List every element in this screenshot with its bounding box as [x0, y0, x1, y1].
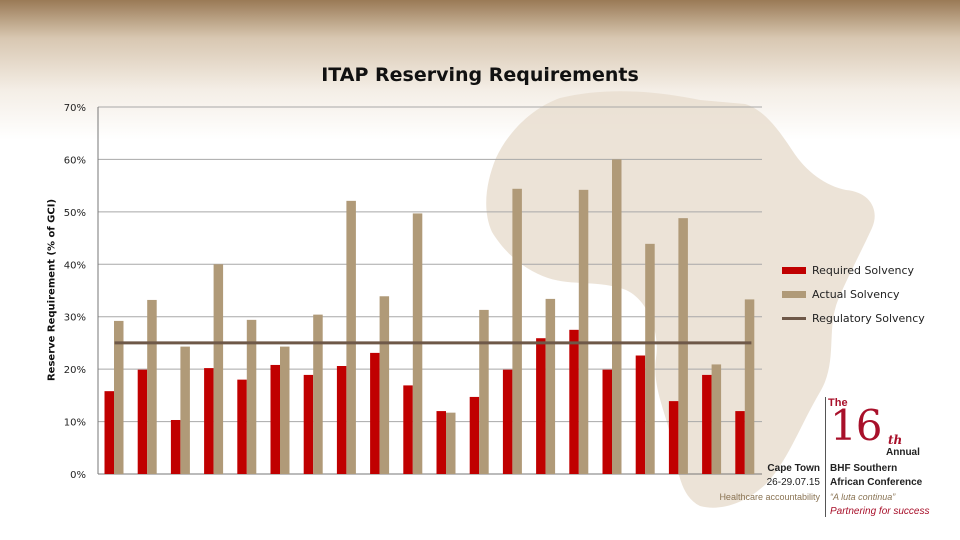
bar-actual-solvency [612, 159, 622, 474]
bar-actual-solvency [711, 364, 722, 474]
bar-required-solvency [569, 329, 579, 474]
bar-actual-solvency [479, 309, 489, 474]
y-tick-label: 60% [64, 155, 86, 166]
y-tick-label: 40% [64, 260, 86, 271]
bar-required-solvency [436, 411, 446, 474]
bar-required-solvency [370, 352, 380, 474]
bar-required-solvency [602, 369, 612, 474]
branding-ordinal: th [888, 433, 903, 447]
y-tick-label: 0% [70, 470, 86, 481]
bar-actual-solvency [346, 200, 356, 474]
bar-required-solvency [170, 419, 181, 474]
y-tick-label: 50% [64, 208, 86, 219]
bar-required-solvency [469, 396, 480, 474]
legend: Required Solvency Actual Solvency Regula… [782, 258, 925, 330]
bar-required-solvency [336, 365, 347, 474]
branding-number: 16 [830, 401, 882, 450]
bar-required-solvency [237, 379, 247, 474]
legend-swatch-regulatory [782, 316, 806, 320]
bar-actual-solvency [114, 320, 124, 474]
legend-item-required: Required Solvency [782, 258, 925, 282]
bar-actual-solvency [578, 189, 589, 474]
gridlines [97, 106, 762, 475]
conference-branding: The 16 th Annual Cape Town 26-29.07.15 H… [690, 395, 960, 535]
legend-item-actual: Actual Solvency [782, 282, 925, 306]
legend-label-actual: Actual Solvency [812, 287, 900, 301]
bar-required-solvency [137, 369, 148, 474]
y-tick-label: 30% [64, 313, 86, 324]
branding-slogan: Partnering for success [830, 506, 930, 517]
bar-actual-solvency [313, 314, 323, 474]
branding-the: The [828, 397, 848, 409]
bar-required-solvency [635, 355, 646, 474]
y-axis-ticks: 0% 10% 20% 30% 40% 50% 60% 70% [64, 103, 86, 481]
bar-actual-solvency [147, 299, 157, 474]
bar-required-solvency [204, 368, 214, 474]
bar-required-solvency [735, 411, 745, 474]
bar-required-solvency [702, 374, 712, 474]
bar-actual-solvency [213, 264, 224, 474]
legend-swatch-required [782, 266, 806, 274]
chart-title: ITAP Reserving Requirements [321, 64, 639, 86]
legend-swatch-actual [782, 290, 806, 298]
y-tick-label: 10% [64, 418, 86, 429]
bar-actual-solvency [180, 346, 190, 474]
branding-divider [825, 397, 826, 517]
bar-required-solvency [668, 401, 679, 474]
branding-annual: Annual [886, 447, 920, 458]
y-tick-label: 20% [64, 365, 86, 376]
y-tick-label: 70% [64, 103, 86, 114]
bar-required-solvency [104, 391, 114, 474]
bar-actual-solvency [379, 296, 390, 474]
bar-required-solvency [270, 364, 280, 474]
branding-name-line1: BHF Southern [830, 463, 898, 474]
legend-item-regulatory: Regulatory Solvency [782, 306, 925, 330]
legend-label-regulatory: Regulatory Solvency [812, 311, 925, 325]
branding-tagline: Healthcare accountability [719, 492, 820, 502]
bar-actual-solvency [744, 299, 755, 474]
bar-actual-solvency [545, 298, 556, 474]
bar-required-solvency [403, 385, 413, 474]
bar-required-solvency [536, 338, 546, 474]
legend-label-required: Required Solvency [812, 263, 915, 277]
branding-motto: “A luta continua” [830, 492, 896, 502]
bar-actual-solvency [446, 412, 456, 474]
bar-actual-solvency [246, 319, 257, 474]
branding-dates: 26-29.07.15 [766, 477, 820, 488]
bar-required-solvency [502, 369, 513, 474]
branding-city: Cape Town [767, 463, 820, 474]
bar-actual-solvency [678, 218, 688, 474]
branding-name-line2: African Conference [830, 477, 923, 488]
y-axis-label: Reserve Requirement (% of GCI) [46, 198, 58, 382]
bar-required-solvency [303, 374, 314, 474]
bar-actual-solvency [645, 243, 655, 474]
bar-actual-solvency [512, 188, 522, 474]
bar-actual-solvency [280, 346, 290, 474]
